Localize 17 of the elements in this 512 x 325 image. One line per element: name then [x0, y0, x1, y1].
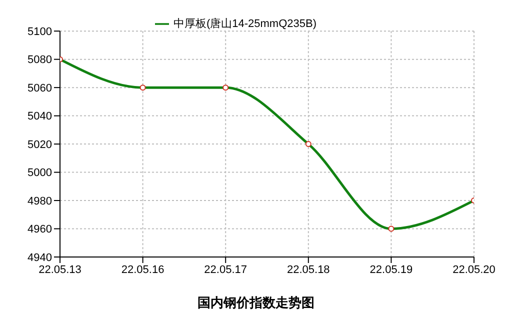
x-tick-label: 22.05.16: [121, 264, 164, 276]
x-tick-label: 22.05.13: [38, 264, 82, 276]
y-tick-label: 5100: [28, 26, 52, 38]
y-tick-label: 4980: [28, 195, 52, 208]
x-tick-label: 22.05.17: [204, 264, 248, 276]
y-tick-label: 5020: [28, 138, 52, 151]
y-tick-label: 4940: [28, 252, 52, 264]
y-tick-label: 4960: [28, 224, 52, 236]
legend-label: 中厚板(唐山14-25mmQ235B): [173, 18, 317, 30]
x-tick-label: 22.05.20: [452, 264, 496, 276]
y-tick-label: 5040: [28, 110, 52, 123]
x-tick-label: 22.05.18: [286, 264, 330, 276]
x-tick-label: 22.05.19: [370, 264, 413, 276]
y-tick-label: 5080: [28, 54, 52, 66]
y-tick-label: 5060: [28, 82, 52, 94]
text: 国内钢价指数走势图: [196, 294, 316, 312]
y-tick-label: 5000: [28, 167, 52, 180]
